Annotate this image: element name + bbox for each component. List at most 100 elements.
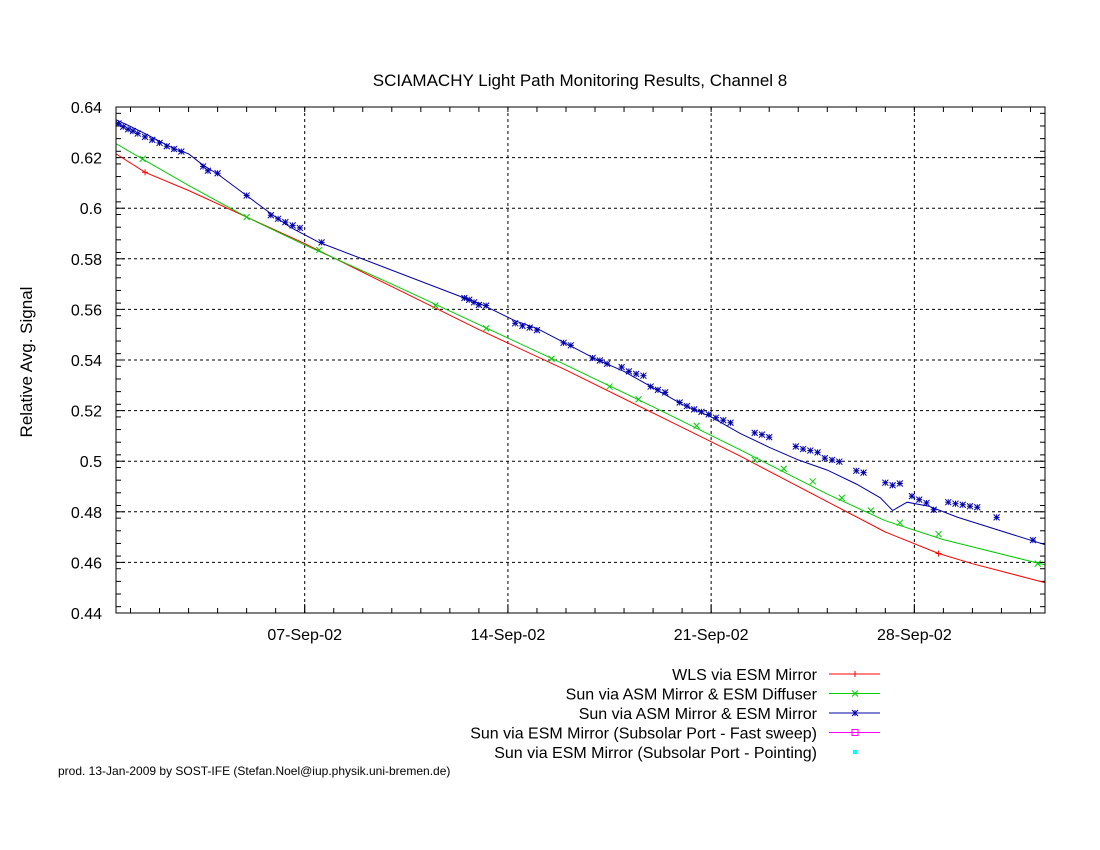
y-tick-label: 0.46 [71, 555, 102, 572]
series-line [116, 153, 1045, 584]
data-point [852, 467, 860, 475]
data-point [944, 498, 952, 506]
legend-label: Sun via ESM Mirror (Subsolar Port - Fast… [470, 726, 817, 743]
plot-frame [115, 106, 1046, 614]
series-line [116, 143, 1045, 566]
data-point [511, 319, 519, 327]
grid-lines [116, 107, 1045, 613]
data-point [635, 395, 642, 403]
data-point [1029, 536, 1037, 544]
y-tick-label: 0.44 [71, 606, 102, 623]
data-point [751, 456, 759, 464]
data-point [124, 125, 132, 133]
legend-marker [851, 690, 859, 697]
y-tick-label: 0.5 [80, 454, 102, 471]
x-tick-label: 07-Sep-02 [267, 627, 342, 644]
data-point [475, 301, 483, 309]
y-tick-label: 0.58 [71, 252, 102, 269]
data-point [482, 325, 490, 332]
y-tick-label: 0.52 [71, 404, 102, 421]
data-point [156, 139, 163, 147]
data-point [163, 142, 171, 150]
y-tick-labels: 0.44 0.46 0.48 0.5 0.52 0.54 0.56 0.58 0.6 0.62 0.… [71, 100, 102, 623]
data-point [142, 169, 149, 176]
axes [116, 106, 1045, 614]
data-point [993, 514, 1000, 521]
data-point [799, 445, 807, 453]
data-point [751, 429, 759, 437]
data-point [908, 492, 916, 500]
data-point [267, 211, 275, 219]
data-point [780, 465, 788, 473]
data-point [129, 127, 137, 135]
legend-label: Sun via ASM Mirror & ESM Mirror [579, 706, 818, 723]
data-point [632, 370, 640, 378]
y-tick-label: 0.6 [80, 201, 102, 218]
data-point [693, 422, 700, 430]
data-point [654, 386, 662, 394]
data-point [712, 414, 720, 422]
production-credit: prod. 13-Jan-2009 by SOST-IFE (Stefan.No… [58, 764, 451, 778]
y-tick-label: 0.62 [71, 151, 102, 168]
data-point [705, 411, 713, 418]
data-point [881, 479, 889, 487]
data-point [896, 519, 904, 527]
data-point [560, 339, 567, 347]
data-point [719, 416, 727, 424]
data-point [596, 357, 604, 364]
data-point [606, 383, 613, 390]
data-point [134, 130, 142, 137]
legend-marker [851, 709, 859, 717]
data-point [683, 402, 691, 410]
y-tick-label: 0.54 [71, 353, 102, 370]
data-point [647, 383, 655, 390]
data-point [461, 294, 468, 302]
data-point [625, 368, 633, 375]
data-point [867, 507, 875, 514]
legend-marker [853, 750, 857, 754]
data-point [959, 501, 967, 509]
data-point [973, 503, 981, 511]
data-point [281, 218, 289, 226]
data-point [889, 481, 896, 489]
legend-label: WLS via ESM Mirror [672, 667, 818, 684]
data-point [148, 136, 156, 144]
data-point [809, 478, 817, 485]
data-point [296, 224, 304, 232]
data-point [821, 454, 829, 462]
data-point [765, 433, 773, 441]
legend-marker [852, 671, 858, 677]
data-point [966, 502, 974, 510]
data-point [243, 192, 250, 199]
series-2 [116, 143, 1045, 568]
data-point [792, 443, 800, 450]
series-1 [116, 153, 1045, 584]
x-tick-labels: 07-Sep-02 14-Sep-02 21-Sep-02 28-Sep-02 [267, 627, 951, 644]
data-point [139, 155, 146, 163]
data-point [930, 506, 938, 514]
x-tick-label: 21-Sep-02 [674, 627, 749, 644]
data-point [243, 213, 250, 221]
data-point [836, 458, 843, 466]
data-point [431, 302, 439, 309]
y-tick-label: 0.48 [71, 505, 102, 522]
data-point [952, 500, 959, 508]
data-point [603, 360, 611, 368]
data-point [727, 419, 734, 427]
legend-label: Sun via ESM Mirror (Subsolar Port - Poin… [494, 745, 817, 762]
data-point [526, 324, 534, 331]
data-point [838, 494, 846, 502]
data-point [860, 469, 867, 476]
data-point [289, 222, 296, 229]
data-point [758, 431, 766, 438]
data-point [923, 499, 930, 507]
data-point [896, 480, 904, 487]
data-point [548, 355, 555, 363]
y-tick-label: 0.64 [71, 100, 102, 117]
data-point [806, 447, 814, 454]
data-point [814, 448, 821, 456]
data-point [519, 322, 526, 330]
data-point [640, 372, 647, 380]
data-point [935, 530, 942, 538]
